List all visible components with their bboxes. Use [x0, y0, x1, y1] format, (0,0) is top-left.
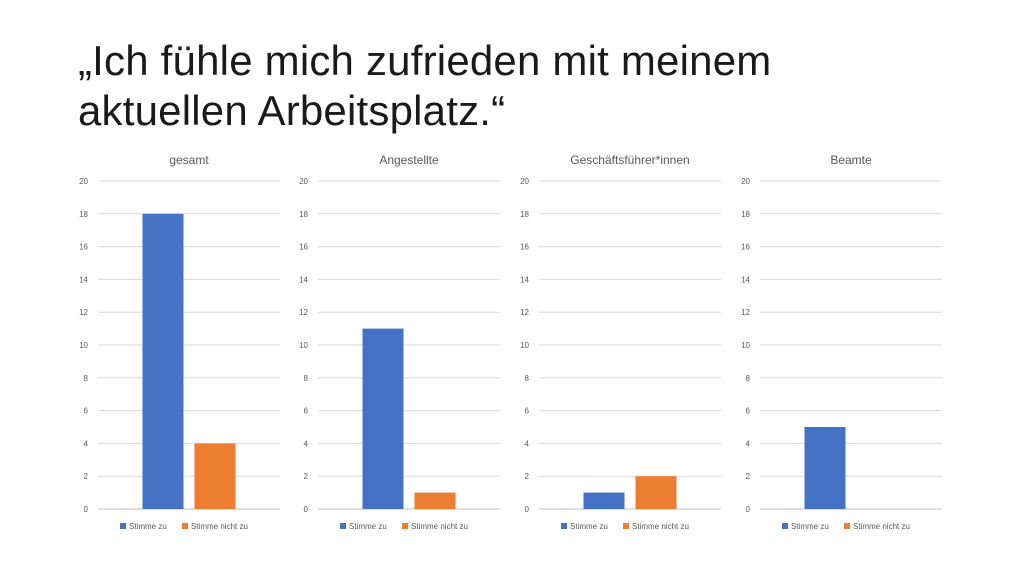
legend-swatch-1-1 [120, 523, 126, 529]
chart-title-2: Angestellte [379, 153, 439, 167]
y-tick-label-2: 20 [299, 177, 308, 186]
y-tick-label-3: 8 [525, 374, 530, 383]
y-tick-label-4: 10 [741, 341, 750, 350]
y-tick-label-4: 6 [746, 407, 751, 416]
chart-title-3: Geschäftsführer*innen [570, 153, 689, 167]
legend-label-2-1: Stimme zu [349, 522, 387, 531]
y-tick-label-2: 10 [299, 341, 308, 350]
slide-title-line1: „Ich fühle mich zufrieden mit meinem [78, 37, 772, 84]
legend-swatch-2-2 [402, 523, 408, 529]
y-tick-label-2: 4 [304, 439, 309, 448]
y-tick-label-1: 20 [79, 177, 88, 186]
bar-2-stimme-nicht-zu [414, 492, 456, 509]
y-tick-label-2: 2 [304, 472, 309, 481]
y-tick-label-1: 14 [79, 275, 88, 284]
legend-swatch-4-2 [844, 523, 850, 529]
legend-swatch-4-1 [782, 523, 788, 529]
y-tick-label-3: 0 [525, 505, 530, 514]
y-tick-label-4: 12 [741, 308, 750, 317]
legend-swatch-1-2 [182, 523, 188, 529]
y-tick-label-4: 2 [746, 472, 751, 481]
y-tick-label-2: 12 [299, 308, 308, 317]
legend-label-1-1: Stimme zu [129, 522, 167, 531]
chart-title-4: Beamte [830, 153, 872, 167]
y-tick-label-3: 10 [520, 341, 529, 350]
y-tick-label-4: 18 [741, 210, 750, 219]
legend-label-4-2: Stimme nicht zu [853, 522, 910, 531]
legend-label-1-2: Stimme nicht zu [191, 522, 248, 531]
legend-label-3-1: Stimme zu [570, 522, 608, 531]
bar-2-stimme-zu [362, 328, 404, 509]
y-tick-label-3: 16 [520, 243, 529, 252]
y-tick-label-4: 0 [746, 505, 751, 514]
legend-label-3-2: Stimme nicht zu [632, 522, 689, 531]
legend-label-2-2: Stimme nicht zu [411, 522, 468, 531]
bar-3-stimme-nicht-zu [635, 476, 677, 509]
y-tick-label-1: 10 [79, 341, 88, 350]
y-tick-label-2: 18 [299, 210, 308, 219]
y-tick-label-3: 18 [520, 210, 529, 219]
y-tick-label-4: 8 [746, 374, 751, 383]
y-tick-label-1: 18 [79, 210, 88, 219]
y-tick-label-2: 14 [299, 275, 308, 284]
chart-title-1: gesamt [169, 153, 209, 167]
y-tick-label-4: 4 [746, 439, 751, 448]
y-tick-label-4: 16 [741, 243, 750, 252]
y-tick-label-1: 0 [84, 505, 89, 514]
slide-title-line2: aktuellen Arbeitsplatz.“ [78, 87, 506, 134]
y-tick-label-1: 4 [84, 439, 89, 448]
bar-3-stimme-zu [583, 492, 625, 509]
y-tick-label-3: 12 [520, 308, 529, 317]
y-tick-label-3: 6 [525, 407, 530, 416]
y-tick-label-3: 2 [525, 472, 530, 481]
bar-1-stimme-nicht-zu [194, 443, 236, 509]
bar-1-stimme-zu [142, 213, 184, 510]
slide-title: „Ich fühle mich zufrieden mit meinem akt… [78, 36, 978, 136]
y-tick-label-2: 6 [304, 407, 309, 416]
y-tick-label-2: 8 [304, 374, 309, 383]
y-tick-label-1: 8 [84, 374, 89, 383]
y-tick-label-1: 16 [79, 243, 88, 252]
y-tick-label-3: 14 [520, 275, 529, 284]
y-tick-label-4: 14 [741, 275, 750, 284]
y-tick-label-2: 0 [304, 505, 309, 514]
y-tick-label-3: 4 [525, 439, 530, 448]
legend-swatch-3-1 [561, 523, 567, 529]
y-tick-label-1: 2 [84, 472, 89, 481]
y-tick-label-1: 6 [84, 407, 89, 416]
legend-swatch-2-1 [340, 523, 346, 529]
y-tick-label-4: 20 [741, 177, 750, 186]
bar-4-stimme-zu [804, 427, 846, 509]
legend-swatch-3-2 [623, 523, 629, 529]
y-tick-label-2: 16 [299, 243, 308, 252]
y-tick-label-1: 12 [79, 308, 88, 317]
legend-label-4-1: Stimme zu [791, 522, 829, 531]
y-tick-label-3: 20 [520, 177, 529, 186]
